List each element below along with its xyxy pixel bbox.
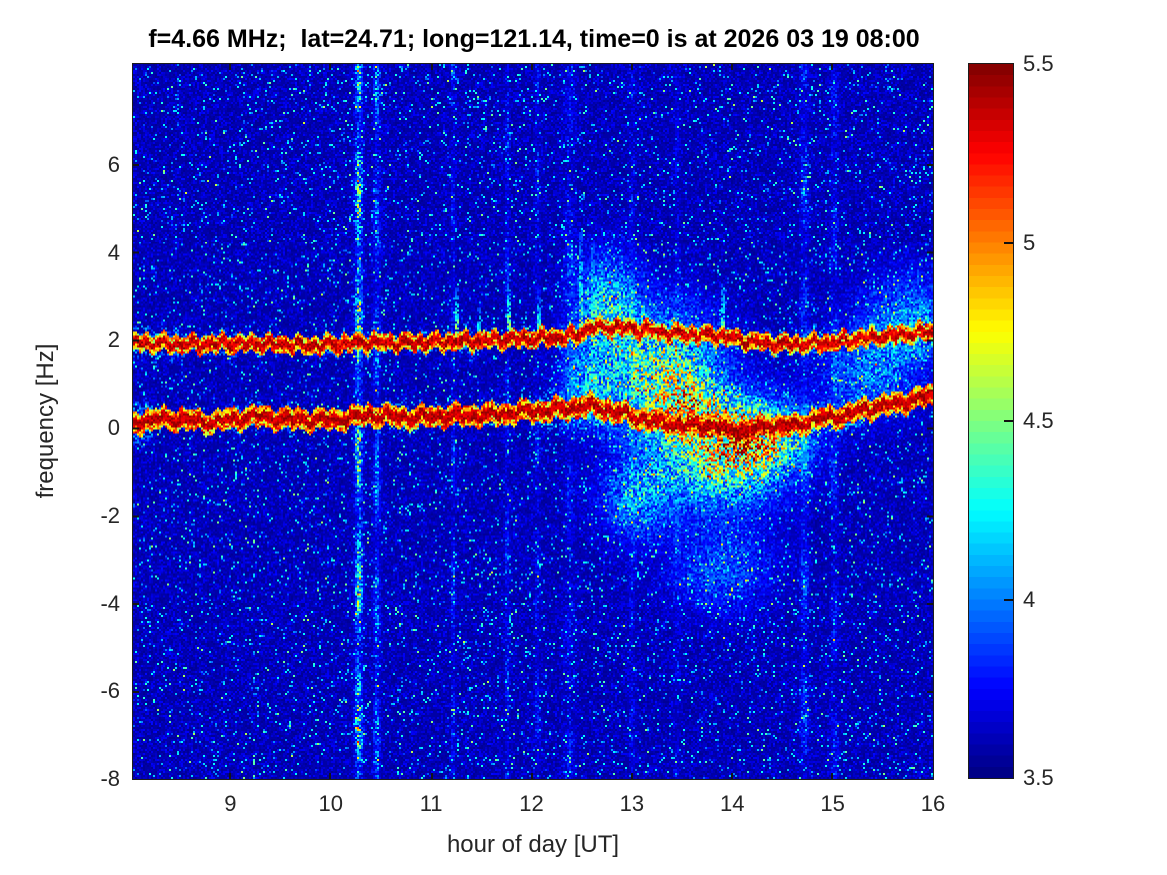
chart-title: f=4.66 MHz; lat=24.71; long=121.14, time… (148, 25, 920, 53)
colorbar-tick-mark (1004, 241, 1013, 244)
x-tick-label: 14 (719, 791, 745, 816)
y-tick-label: 0 (107, 415, 120, 441)
x-tick-label: 15 (820, 791, 845, 816)
colorbar-border (968, 63, 1014, 779)
colorbar-tick-label: 4.5 (1023, 408, 1054, 433)
plot-border (132, 63, 934, 780)
colorbar-tick-mark (1004, 598, 1013, 601)
x-tick-label: 16 (920, 791, 946, 816)
y-tick-label: -2 (100, 502, 120, 528)
x-axis-label: hour of day [UT] (446, 831, 620, 858)
y-tick-label: 4 (107, 239, 120, 265)
x-tick-label: 9 (224, 791, 237, 816)
colorbar-tick-label: 4 (1023, 586, 1036, 612)
colorbar-tick-label: 5.5 (1023, 51, 1054, 76)
colorbar-tick-label: 3.5 (1023, 765, 1054, 790)
y-tick-label: 6 (107, 151, 120, 177)
y-tick-label: -6 (100, 678, 120, 704)
y-tick-label: -8 (100, 766, 120, 791)
x-tick-label: 11 (419, 791, 443, 816)
x-tick-label: 12 (519, 791, 544, 816)
colorbar-tick-mark (1004, 420, 1013, 422)
x-tick-label: 13 (619, 791, 645, 816)
colorbar-tick-label: 5 (1023, 229, 1036, 255)
y-tick-label: 2 (107, 327, 120, 353)
spectrogram-heatmap (133, 64, 933, 779)
y-tick-label: -4 (100, 590, 120, 616)
x-tick-label: 10 (318, 791, 343, 816)
